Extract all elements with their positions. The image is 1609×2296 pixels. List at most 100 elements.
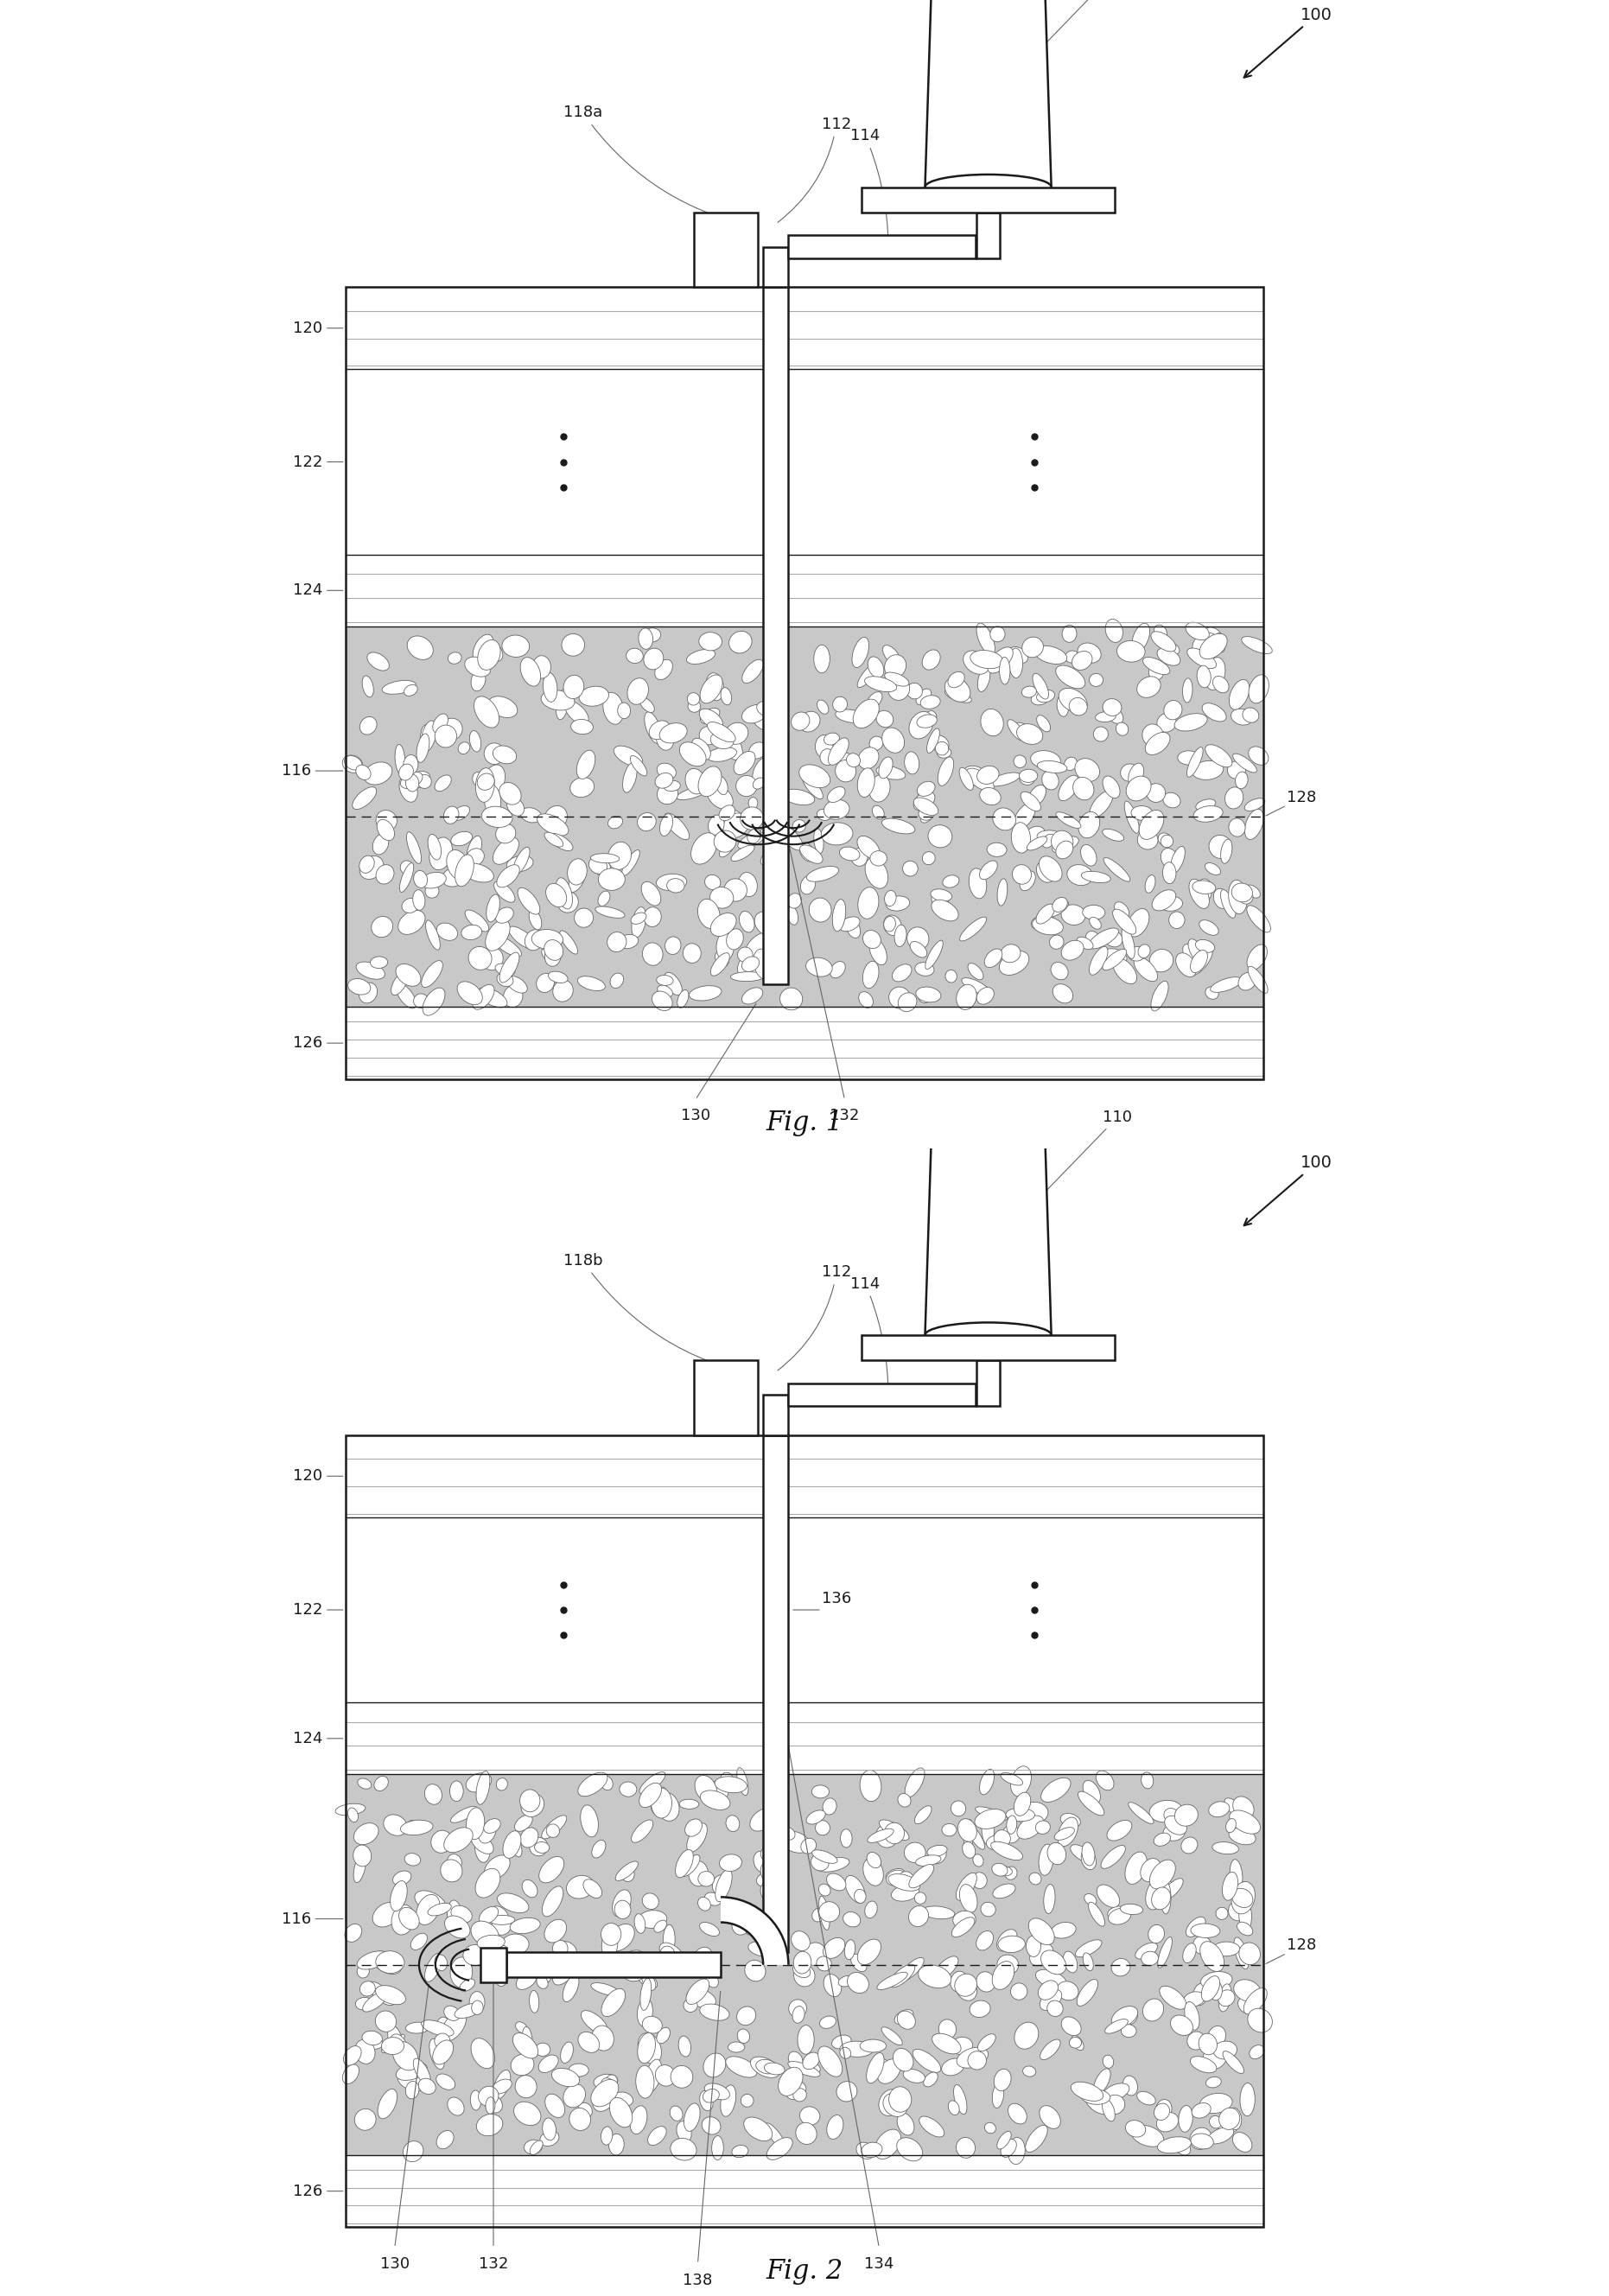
Ellipse shape xyxy=(497,866,520,886)
Ellipse shape xyxy=(356,1998,373,2011)
Ellipse shape xyxy=(570,778,594,797)
Ellipse shape xyxy=(800,765,830,788)
Ellipse shape xyxy=(742,659,763,684)
Ellipse shape xyxy=(401,1821,433,1835)
Ellipse shape xyxy=(465,909,489,932)
Ellipse shape xyxy=(1089,928,1118,948)
Bar xyxy=(788,234,975,257)
Ellipse shape xyxy=(415,1890,446,1913)
Ellipse shape xyxy=(877,2060,901,2085)
Ellipse shape xyxy=(703,2089,719,2103)
Ellipse shape xyxy=(665,937,681,955)
Ellipse shape xyxy=(389,2034,407,2057)
Ellipse shape xyxy=(436,2018,451,2039)
Ellipse shape xyxy=(821,822,853,845)
Ellipse shape xyxy=(724,810,743,822)
Ellipse shape xyxy=(740,806,763,829)
Ellipse shape xyxy=(602,2126,613,2144)
Ellipse shape xyxy=(1208,1802,1229,1816)
Ellipse shape xyxy=(1052,898,1067,912)
Ellipse shape xyxy=(592,1839,605,1857)
Ellipse shape xyxy=(1012,866,1031,884)
Ellipse shape xyxy=(637,813,656,831)
Ellipse shape xyxy=(608,1924,634,1952)
Ellipse shape xyxy=(615,1862,639,1880)
Ellipse shape xyxy=(492,1915,512,1936)
Ellipse shape xyxy=(1163,1809,1179,1823)
Bar xyxy=(862,1334,1115,1359)
Ellipse shape xyxy=(520,1789,541,1812)
Ellipse shape xyxy=(879,2089,903,2117)
Ellipse shape xyxy=(671,2066,693,2087)
Ellipse shape xyxy=(867,1828,893,1844)
Ellipse shape xyxy=(735,776,758,797)
Ellipse shape xyxy=(1160,1880,1171,1915)
Ellipse shape xyxy=(557,689,570,719)
Ellipse shape xyxy=(1104,859,1130,882)
Ellipse shape xyxy=(830,962,845,978)
Ellipse shape xyxy=(397,909,425,934)
Ellipse shape xyxy=(693,1947,713,1968)
Ellipse shape xyxy=(1052,836,1078,852)
Ellipse shape xyxy=(391,971,407,994)
Ellipse shape xyxy=(1228,2108,1242,2131)
Ellipse shape xyxy=(883,916,901,934)
Ellipse shape xyxy=(1232,2133,1252,2151)
Ellipse shape xyxy=(705,2082,730,2101)
Ellipse shape xyxy=(568,2064,589,2076)
Ellipse shape xyxy=(713,1876,730,1896)
Ellipse shape xyxy=(434,776,451,792)
Ellipse shape xyxy=(904,1841,925,1862)
Ellipse shape xyxy=(916,987,941,1003)
Ellipse shape xyxy=(862,962,879,987)
Ellipse shape xyxy=(1014,2023,1038,2048)
Ellipse shape xyxy=(1022,687,1036,698)
Bar xyxy=(763,248,788,287)
Ellipse shape xyxy=(986,1835,1007,1851)
Ellipse shape xyxy=(687,1823,708,1853)
Ellipse shape xyxy=(753,778,764,790)
Ellipse shape xyxy=(1191,2133,1213,2149)
Ellipse shape xyxy=(632,907,645,937)
Ellipse shape xyxy=(1036,716,1051,732)
Ellipse shape xyxy=(676,1851,693,1878)
Ellipse shape xyxy=(727,2041,745,2053)
Ellipse shape xyxy=(1194,1936,1212,1954)
Ellipse shape xyxy=(1070,1844,1094,1862)
Ellipse shape xyxy=(970,650,1002,668)
Ellipse shape xyxy=(764,774,788,799)
Ellipse shape xyxy=(581,2011,608,2034)
Ellipse shape xyxy=(661,1947,674,1958)
Ellipse shape xyxy=(975,1807,1007,1821)
Ellipse shape xyxy=(737,1913,751,1926)
Ellipse shape xyxy=(973,654,1004,668)
Ellipse shape xyxy=(866,2053,883,2082)
Ellipse shape xyxy=(605,2076,618,2089)
Ellipse shape xyxy=(467,1807,484,1839)
Ellipse shape xyxy=(761,1862,784,1887)
Ellipse shape xyxy=(1012,822,1030,854)
Ellipse shape xyxy=(417,735,430,762)
Ellipse shape xyxy=(994,1867,1012,1876)
Ellipse shape xyxy=(436,2131,454,2149)
Ellipse shape xyxy=(665,974,682,994)
Ellipse shape xyxy=(607,932,626,953)
Bar xyxy=(977,214,999,257)
Ellipse shape xyxy=(396,983,417,1008)
Ellipse shape xyxy=(404,755,418,774)
Ellipse shape xyxy=(1001,1773,1023,1786)
Ellipse shape xyxy=(1205,744,1232,767)
Ellipse shape xyxy=(993,808,1015,831)
Ellipse shape xyxy=(761,1846,776,1862)
Ellipse shape xyxy=(1112,1958,1130,1977)
Ellipse shape xyxy=(591,2080,618,2108)
Ellipse shape xyxy=(819,1885,830,1896)
Ellipse shape xyxy=(1109,1908,1131,1924)
Ellipse shape xyxy=(1089,673,1104,687)
Ellipse shape xyxy=(1220,2108,1241,2131)
Ellipse shape xyxy=(890,1965,916,1988)
Ellipse shape xyxy=(441,719,462,739)
Ellipse shape xyxy=(928,1846,946,1864)
Ellipse shape xyxy=(536,974,553,992)
Ellipse shape xyxy=(545,946,562,967)
